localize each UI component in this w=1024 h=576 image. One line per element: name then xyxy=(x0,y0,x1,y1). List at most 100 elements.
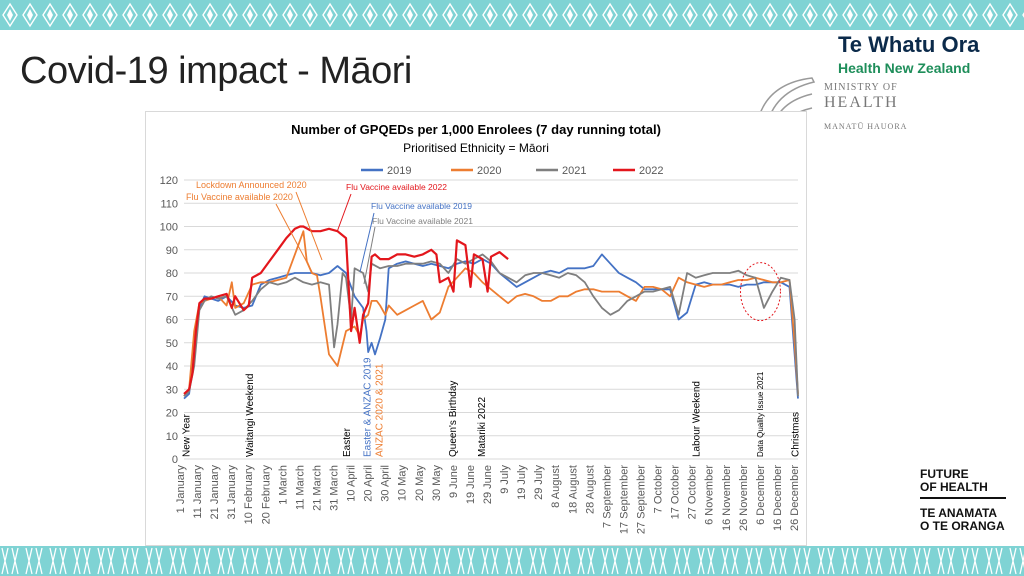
x-tick-label: 18 August xyxy=(567,465,579,514)
event-label: Matariki 2022 xyxy=(477,397,488,457)
y-tick-label: 50 xyxy=(166,338,178,350)
x-tick-label: 10 April xyxy=(346,465,358,502)
x-tick-label: 7 October xyxy=(653,465,665,514)
legend-label-2022: 2022 xyxy=(639,165,663,177)
annotation-arrow xyxy=(275,203,313,273)
y-tick-label: 30 xyxy=(166,384,178,396)
foh-line-3: TE ANAMATA xyxy=(920,506,998,520)
x-tick-label: 7 September xyxy=(601,465,613,528)
event-label: Easter xyxy=(342,427,353,457)
line-chart: Number of GPQEDs per 1,000 Enrolees (7 d… xyxy=(160,122,802,535)
x-tick-label: 31 January xyxy=(226,465,238,520)
top-decorative-band xyxy=(0,0,1024,30)
x-tick-label: 20 April xyxy=(363,465,375,502)
x-tick-label: 21 March xyxy=(311,465,323,511)
x-tick-label: 29 June xyxy=(482,465,494,504)
event-label: Easter & ANZAC 2019 xyxy=(362,357,373,457)
x-tick-label: 20 February xyxy=(260,465,272,525)
x-tick-label: 1 March xyxy=(277,465,289,505)
legend-label-2020: 2020 xyxy=(477,165,501,177)
chart-panel: Number of GPQEDs per 1,000 Enrolees (7 d… xyxy=(145,111,807,546)
x-tick-label: 6 November xyxy=(704,465,716,525)
bottom-decorative-band xyxy=(0,546,1024,576)
x-axis: 1 January 11 January 21 January 31 January 1… xyxy=(175,465,801,535)
data-quality-highlight xyxy=(739,262,781,322)
annotation: Lockdown Announced 2020 xyxy=(196,180,307,190)
foh-divider xyxy=(920,497,1006,499)
event-label: New Year xyxy=(182,414,193,457)
y-tick-label: 90 xyxy=(166,245,178,257)
te-whatu-ora-logo-text: Te Whatu Ora xyxy=(838,32,980,57)
chart-subtitle: Prioritised Ethnicity = Māori xyxy=(403,141,549,155)
legend: 2019 2020 2021 2022 xyxy=(361,165,663,177)
y-tick-label: 80 xyxy=(166,268,178,280)
x-tick-label: 26 December xyxy=(789,465,801,531)
x-tick-label: 26 November xyxy=(738,465,750,531)
annotation-arrow xyxy=(336,193,352,233)
y-tick-label: 20 xyxy=(166,408,178,420)
x-tick-label: 17 September xyxy=(618,465,630,534)
foh-line-2: OF HEALTH xyxy=(920,480,988,494)
event-label: Labour Weekend xyxy=(692,381,703,457)
annotation: Flu Vaccine available 2021 xyxy=(372,216,473,226)
x-tick-label: 21 January xyxy=(209,465,221,520)
annotation-arrow xyxy=(363,226,376,285)
series-line-2022 xyxy=(183,225,509,395)
annotation: Flu Vaccine available 2019 xyxy=(371,201,472,211)
x-tick-label: 28 August xyxy=(584,465,596,514)
x-tick-label: 20 May xyxy=(414,465,426,502)
top-pattern xyxy=(0,0,1024,30)
series-line-2021 xyxy=(183,253,799,397)
annotation: Flu Vaccine available 2020 xyxy=(186,192,293,202)
x-tick-label: 16 November xyxy=(721,465,733,531)
x-tick-label: 10 February xyxy=(243,465,255,525)
x-tick-label: 27 October xyxy=(687,465,699,520)
annotation: Flu Vaccine available 2022 xyxy=(346,182,447,192)
x-tick-label: 30 April xyxy=(380,465,392,502)
event-label: Queen's Birthday xyxy=(448,381,459,457)
x-tick-label: 10 May xyxy=(397,465,409,502)
chart-title: Number of GPQEDs per 1,000 Enrolees (7 d… xyxy=(291,122,661,137)
event-label: Christmas xyxy=(791,412,802,457)
y-tick-label: 110 xyxy=(160,198,178,210)
y-tick-label: 120 xyxy=(160,175,178,187)
moh-line-1: MINISTRY OF xyxy=(824,82,898,93)
x-tick-label: 19 June xyxy=(465,465,477,504)
legend-label-2021: 2021 xyxy=(562,165,586,177)
health-nz-logo-text: Health New Zealand xyxy=(838,60,971,76)
moh-line-3: MANATŪ HAUORA xyxy=(824,122,908,131)
x-tick-label: 31 March xyxy=(329,465,341,511)
x-tick-label: 17 October xyxy=(670,465,682,520)
gridlines xyxy=(184,179,798,460)
event-label: ANZAC 2020 & 2021 xyxy=(374,363,385,457)
x-tick-label: 8 August xyxy=(550,465,562,508)
slide-title: Covid-19 impact - Māori xyxy=(20,50,412,92)
future-of-health-logo: FUTURE OF HEALTH TE ANAMATA O TE ORANGA xyxy=(920,468,1006,533)
event-label: Waitangi Weekend xyxy=(245,374,256,457)
legend-label-2019: 2019 xyxy=(387,165,411,177)
ministry-of-health-logo: MINISTRY OF HEALTH MANATŪ HAUORA xyxy=(752,74,932,134)
annotations: Lockdown Announced 2020 Flu Vaccine avail… xyxy=(186,180,781,322)
annotation-arrow xyxy=(295,191,323,261)
x-tick-label: 6 December xyxy=(755,465,767,525)
x-tick-label: 19 July xyxy=(516,465,528,500)
foh-line-1: FUTURE xyxy=(920,467,969,481)
y-tick-label: 70 xyxy=(166,291,178,303)
x-tick-label: 27 September xyxy=(636,465,648,534)
foh-line-4: O TE ORANGA xyxy=(920,519,1005,533)
y-tick-label: 10 xyxy=(166,431,178,443)
x-tick-label: 1 January xyxy=(175,465,187,514)
y-axis: 0 10 20 30 40 50 60 70 80 90 100 110 120 xyxy=(160,175,178,466)
y-tick-label: 40 xyxy=(166,361,178,373)
y-tick-label: 60 xyxy=(166,315,178,327)
x-tick-label: 16 December xyxy=(772,465,784,531)
x-tick-label: 30 May xyxy=(431,465,443,502)
series-line-2020 xyxy=(183,230,799,397)
annotation-arrow xyxy=(359,212,375,273)
x-tick-label: 11 March xyxy=(294,465,306,510)
x-tick-label: 29 July xyxy=(533,465,545,500)
x-tick-label: 11 January xyxy=(192,465,204,519)
y-tick-label: 100 xyxy=(160,222,178,234)
event-label: Data Quality Issue 2021 xyxy=(756,371,765,457)
moh-line-2: HEALTH xyxy=(824,94,899,111)
